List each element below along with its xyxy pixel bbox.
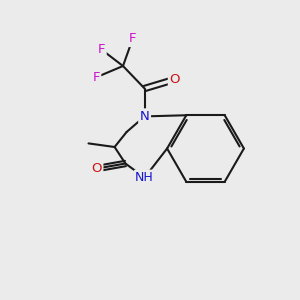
Text: F: F — [98, 43, 105, 56]
Text: O: O — [92, 162, 102, 175]
Text: F: F — [129, 32, 136, 46]
Text: O: O — [169, 73, 180, 86]
Text: F: F — [92, 71, 100, 84]
Text: N: N — [140, 110, 149, 123]
Text: NH: NH — [135, 171, 154, 184]
